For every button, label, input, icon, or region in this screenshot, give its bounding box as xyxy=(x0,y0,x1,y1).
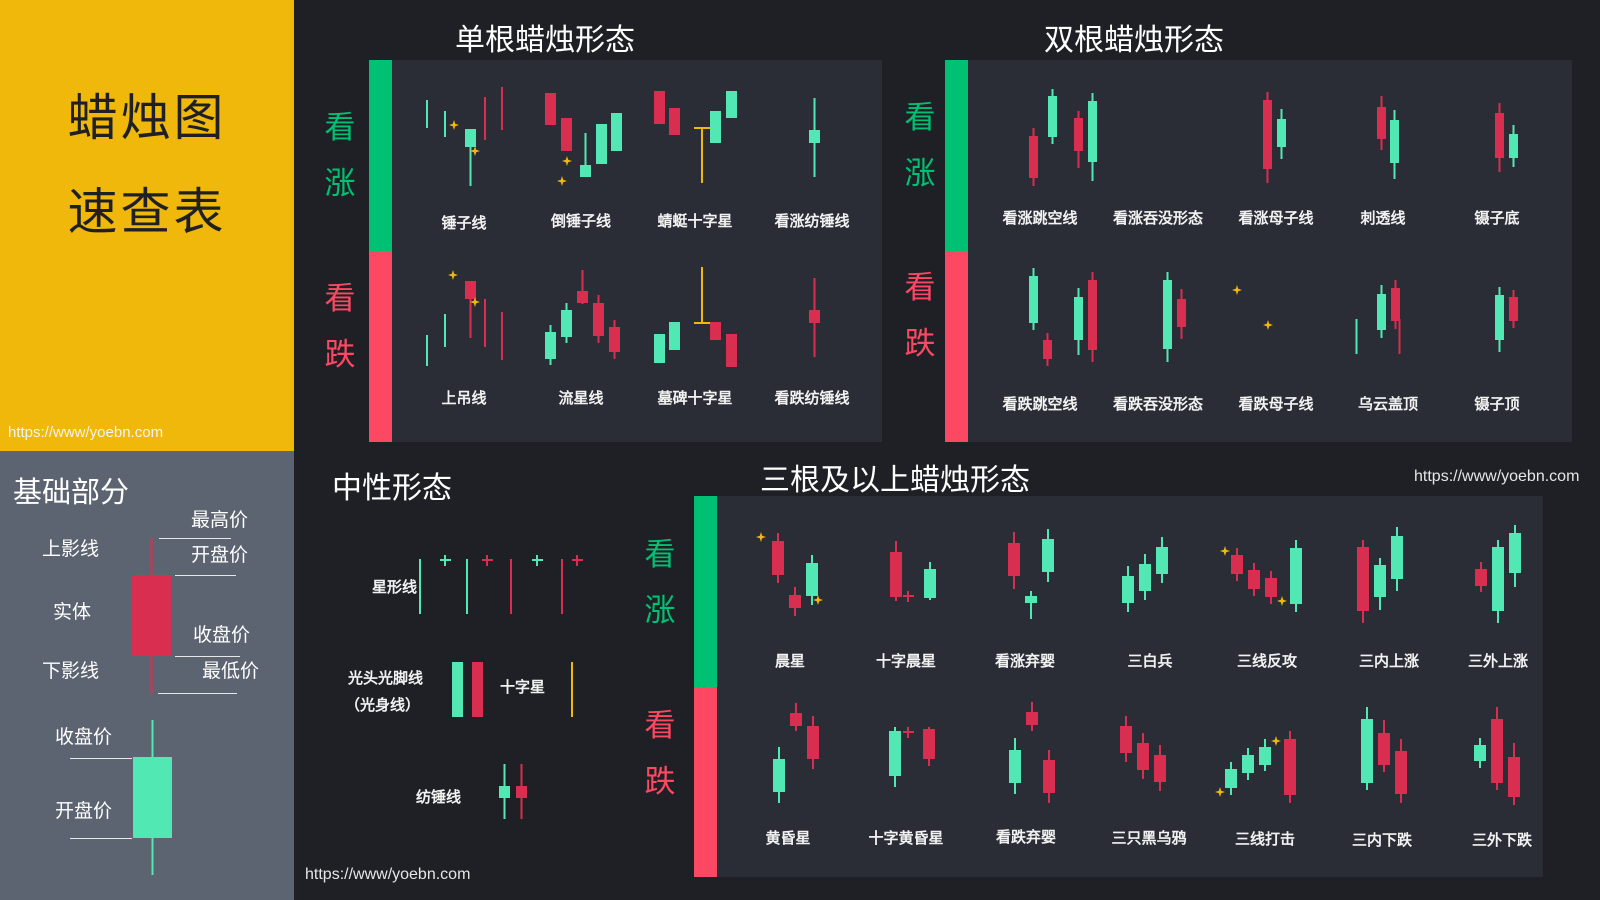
pattern-label: 镊子底 xyxy=(1474,209,1520,227)
plus-cross-icon xyxy=(532,555,543,566)
pattern-label: 三内下跌 xyxy=(1351,831,1413,849)
bull-open-underline xyxy=(70,838,132,839)
triple-bear-side-label: 看跌 xyxy=(644,708,676,800)
bull-close-label: 收盘价 xyxy=(55,726,113,748)
candlestick-icon xyxy=(571,662,573,717)
single-bull-bar xyxy=(369,60,392,251)
pattern-label: 黄昏星 xyxy=(765,829,811,847)
triple-panel xyxy=(717,496,1543,877)
pattern-label: 看跌弃婴 xyxy=(995,828,1057,846)
watermark-url[interactable]: https://www/yoebn.com xyxy=(305,866,471,883)
pattern-label: 镊子顶 xyxy=(1474,395,1520,413)
candlestick-icon xyxy=(510,559,512,614)
pattern-label: 看涨吞没形态 xyxy=(1112,209,1204,227)
candlestick-icon xyxy=(499,764,510,819)
pattern-label: 三外下跌 xyxy=(1471,831,1533,849)
single-bear-side-label: 看跌 xyxy=(324,281,356,373)
doji-label: 十字星 xyxy=(500,678,546,696)
double-bear-bar xyxy=(945,251,968,442)
triple-section-title: 三根及以上蜡烛形态 xyxy=(760,463,1030,498)
pattern-label: 蜻蜓十字星 xyxy=(657,212,733,230)
pattern-label: 看跌母子线 xyxy=(1238,395,1314,413)
single-section-title: 单根蜡烛形态 xyxy=(455,23,635,58)
pattern-label: 墓碑十字星 xyxy=(657,389,733,407)
single-bull-side-label: 看涨 xyxy=(324,110,356,202)
body-label: 实体 xyxy=(53,601,92,623)
candlestick-icon xyxy=(452,662,463,717)
double-bull-bar xyxy=(945,60,968,251)
marubozu-sub-label: （光身线） xyxy=(345,696,421,714)
bull-close-underline xyxy=(70,758,132,759)
high-price-label: 最高价 xyxy=(191,509,249,531)
pattern-label: 倒锤子线 xyxy=(550,212,612,230)
candlestick-icon xyxy=(472,662,483,717)
watermark-url[interactable]: https://www/yoebn.com xyxy=(8,424,164,441)
low-price-label: 最低价 xyxy=(202,660,260,682)
pattern-label: 看跌吞没形态 xyxy=(1112,395,1204,413)
pattern-label: 晨星 xyxy=(774,652,806,670)
pattern-label: 三线打击 xyxy=(1234,830,1296,848)
close-price-label: 收盘价 xyxy=(193,624,251,646)
low-underline xyxy=(158,693,237,694)
pattern-label: 三线反攻 xyxy=(1236,652,1298,670)
basics-heading: 基础部分 xyxy=(13,475,130,509)
candlestick-icon xyxy=(561,559,563,614)
bull-open-label: 开盘价 xyxy=(55,800,113,822)
double-panel xyxy=(968,60,1572,442)
watermark-url[interactable]: https://www/yoebn.com xyxy=(1414,468,1580,485)
pattern-label: 锤子线 xyxy=(441,214,487,232)
plus-cross-icon xyxy=(572,555,583,566)
triple-bull-side-label: 看涨 xyxy=(644,537,676,629)
single-bear-bar xyxy=(369,251,392,442)
candlestick-icon xyxy=(466,559,468,614)
pattern-label: 三内上涨 xyxy=(1358,652,1420,670)
title-block: 蜡烛图 速查表 https://www/yoebn.com xyxy=(0,0,294,451)
pattern-label: 三只黑乌鸦 xyxy=(1111,829,1187,847)
triple-bull-bar xyxy=(694,496,717,687)
double-bear-side-label: 看跌 xyxy=(904,270,936,362)
pattern-label: 乌云盖顶 xyxy=(1357,395,1419,413)
pattern-label: 看涨纺锤线 xyxy=(774,212,850,230)
double-section-title: 双根蜡烛形态 xyxy=(1044,23,1224,58)
pattern-label: 看涨母子线 xyxy=(1238,209,1314,227)
title-line-2: 速查表 xyxy=(67,183,227,241)
pattern-label: 流星线 xyxy=(558,389,604,407)
candlestick-icon xyxy=(419,559,421,614)
double-bull-side-label: 看涨 xyxy=(904,100,936,192)
pattern-label: 看涨跳空线 xyxy=(1002,209,1078,227)
upper-shadow-label: 上影线 xyxy=(42,538,100,560)
pattern-label: 看跌跳空线 xyxy=(1002,395,1078,413)
close-underline xyxy=(175,656,240,657)
lower-shadow-label: 下影线 xyxy=(42,660,100,682)
pattern-label: 三白兵 xyxy=(1127,652,1173,670)
triple-bear-bar xyxy=(694,687,717,877)
pattern-label: 十字黄昏星 xyxy=(868,829,944,847)
star-label: 星形线 xyxy=(372,578,418,596)
pattern-label: 上吊线 xyxy=(441,389,487,407)
pattern-label: 看跌纺锤线 xyxy=(774,389,850,407)
pattern-label: 看涨弃婴 xyxy=(994,652,1056,670)
open-price-label: 开盘价 xyxy=(191,544,249,566)
high-underline xyxy=(159,538,231,539)
candlestick-icon xyxy=(516,764,527,819)
pattern-label: 三外上涨 xyxy=(1467,652,1529,670)
pattern-label: 十字晨星 xyxy=(875,652,937,670)
neutral-section-title: 中性形态 xyxy=(332,471,452,506)
open-underline xyxy=(175,575,236,576)
pattern-label: 刺透线 xyxy=(1360,209,1406,227)
plus-cross-icon xyxy=(482,555,493,566)
marubozu-label: 光头光脚线 xyxy=(348,669,424,687)
title-line-1: 蜡烛图 xyxy=(67,89,227,147)
spinning-top-label: 纺锤线 xyxy=(416,788,462,806)
single-panel xyxy=(392,60,882,442)
plus-cross-icon xyxy=(440,555,451,566)
